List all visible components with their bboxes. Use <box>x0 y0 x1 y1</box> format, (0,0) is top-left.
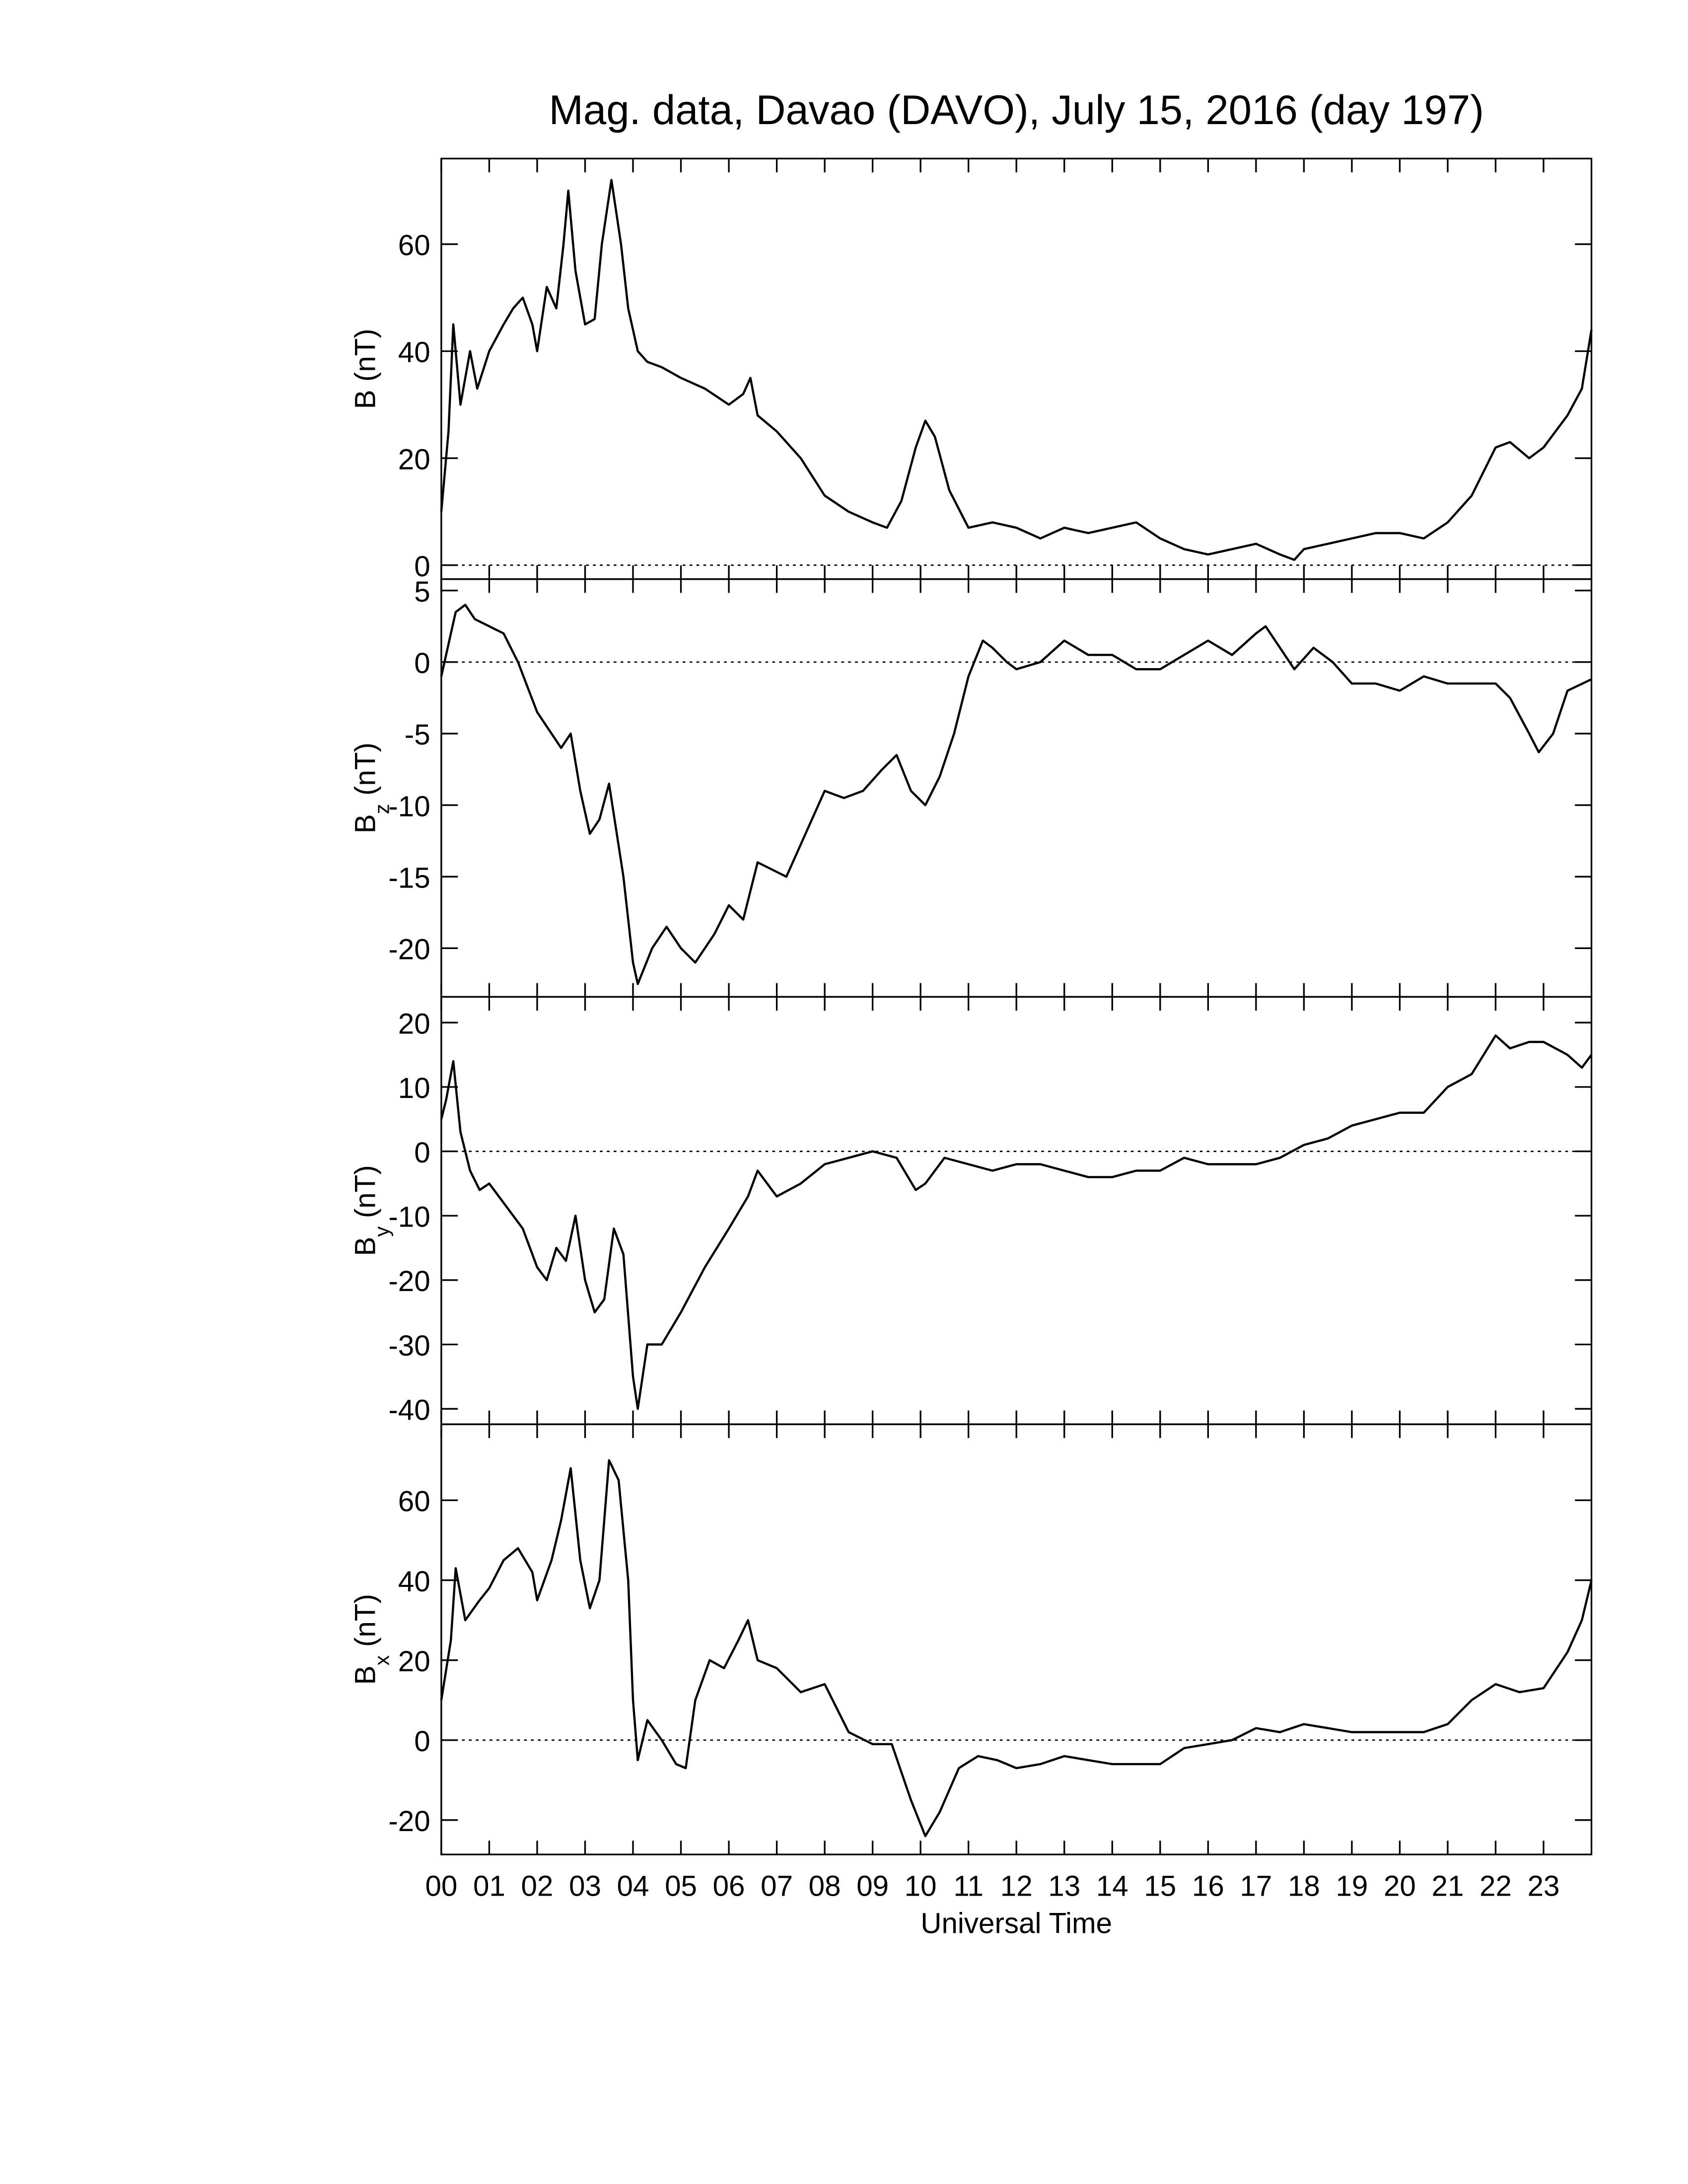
x-tick-label: 10 <box>905 1870 937 1902</box>
y-tick-label: -10 <box>388 790 430 822</box>
y-tick-label: 20 <box>398 1008 430 1040</box>
y-tick-label: -20 <box>388 1265 430 1297</box>
x-tick-label: 06 <box>713 1870 745 1902</box>
x-tick-label: 02 <box>521 1870 553 1902</box>
x-tick-label: 11 <box>953 1870 984 1902</box>
data-line <box>440 1034 1593 1410</box>
y-label-subscript: y <box>370 1227 393 1237</box>
x-tick-label: 18 <box>1288 1870 1320 1902</box>
y-tick-label: -20 <box>388 1805 430 1838</box>
y-label-subscript: x <box>370 1655 393 1666</box>
x-tick-label: 05 <box>665 1870 697 1902</box>
x-tick-label: 19 <box>1336 1870 1368 1902</box>
x-tick-label: 03 <box>569 1870 601 1902</box>
y-tick-label: 20 <box>398 443 430 476</box>
y-tick-label: 0 <box>414 647 430 680</box>
y-tick-label: 10 <box>398 1072 430 1104</box>
y-label-symbol: B <box>350 1666 382 1685</box>
y-label-unit: (nT) <box>350 743 382 796</box>
x-tick-label: 16 <box>1192 1870 1224 1902</box>
data-line <box>440 179 1593 561</box>
x-tick-label: 12 <box>1000 1870 1033 1902</box>
y-tick-label: -40 <box>388 1394 430 1427</box>
y-tick-label: 40 <box>398 1566 430 1598</box>
y-tick-label: -20 <box>388 934 430 966</box>
x-tick-label: 09 <box>856 1870 889 1902</box>
y-tick-label: 0 <box>414 1725 430 1758</box>
chart-title: Mag. data, Davao (DAVO), July 15, 2016 (… <box>549 87 1484 133</box>
x-tick-label: 17 <box>1240 1870 1272 1902</box>
x-axis-label: Universal Time <box>920 1907 1112 1939</box>
y-tick-label: 60 <box>398 1486 430 1518</box>
y-tick-label: 5 <box>414 576 430 608</box>
y-axis-label: Bx (nT) <box>350 1594 394 1685</box>
x-tick-label: 14 <box>1096 1870 1128 1902</box>
x-tick-label: 08 <box>809 1870 841 1902</box>
y-tick-label: -5 <box>405 719 430 751</box>
y-label-unit: (nT) <box>350 1165 382 1218</box>
y-tick-label: 40 <box>398 337 430 369</box>
x-tick-label: 15 <box>1144 1870 1176 1902</box>
y-axis-label: Bz (nT) <box>350 743 394 833</box>
y-tick-label: -30 <box>388 1330 430 1362</box>
y-tick-label: 0 <box>414 550 430 583</box>
y-label-symbol: B <box>350 814 382 833</box>
x-tick-label: 20 <box>1384 1870 1416 1902</box>
y-label-subscript: z <box>370 804 393 814</box>
x-tick-label: 07 <box>761 1870 793 1902</box>
x-tick-label: 22 <box>1479 1870 1512 1902</box>
y-axis-label: B (nT) <box>350 329 382 409</box>
data-line <box>440 604 1592 985</box>
y-label-unit: (nT) <box>350 1594 382 1647</box>
x-tick-label: 13 <box>1048 1870 1080 1902</box>
x-tick-label: 01 <box>473 1870 505 1902</box>
data-line <box>440 1459 1593 1838</box>
y-label-symbol: B <box>350 1237 382 1256</box>
x-tick-label: 21 <box>1432 1870 1464 1902</box>
x-tick-label: 23 <box>1528 1870 1560 1902</box>
y-tick-label: 60 <box>398 229 430 262</box>
y-axis-label: By (nT) <box>350 1165 394 1256</box>
y-tick-label: 0 <box>414 1137 430 1169</box>
x-tick-label: 00 <box>425 1870 457 1902</box>
x-tick-label: 04 <box>617 1870 649 1902</box>
y-tick-label: -15 <box>388 862 430 894</box>
y-tick-label: -10 <box>388 1201 430 1233</box>
y-tick-label: 20 <box>398 1645 430 1678</box>
